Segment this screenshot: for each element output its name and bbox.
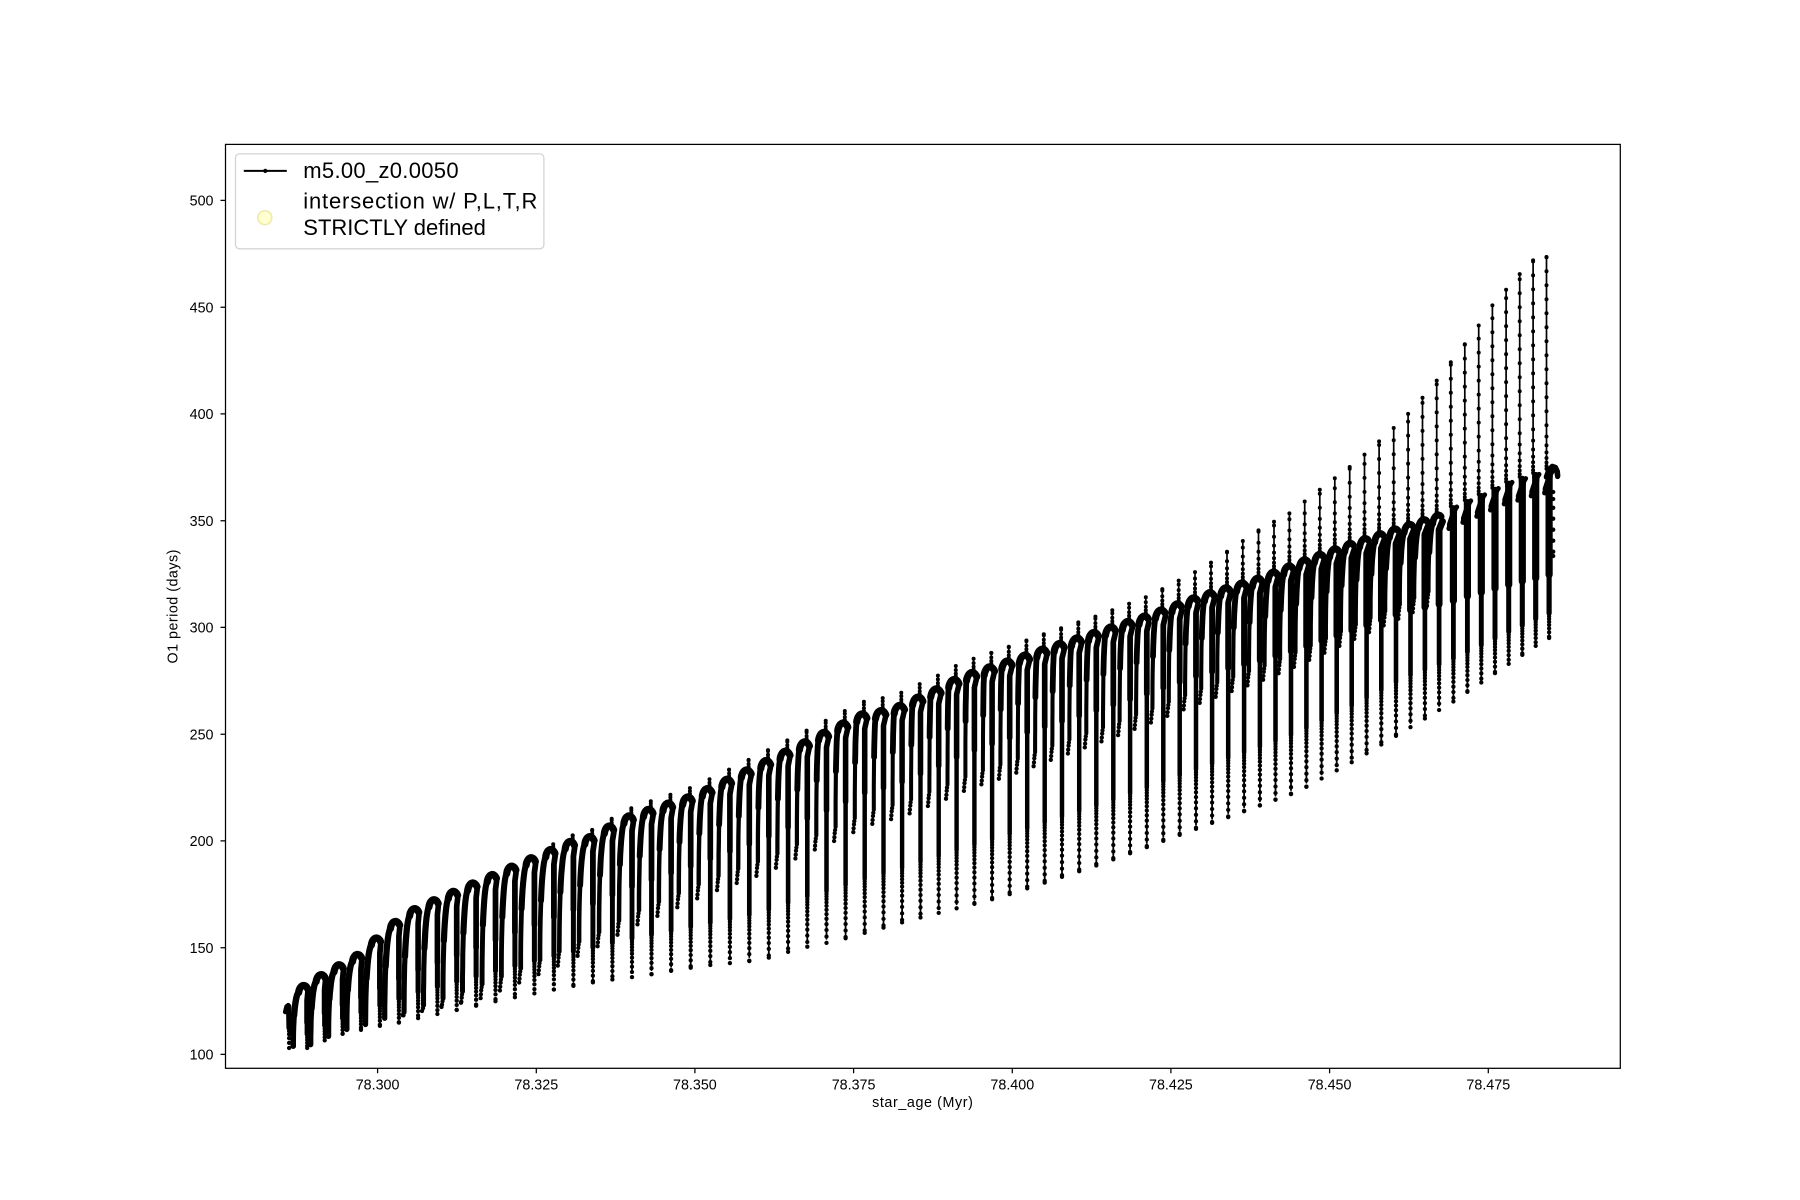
svg-text:350: 350 [190, 514, 214, 530]
svg-text:O1 period (days): O1 period (days) [166, 549, 182, 663]
svg-text:78.300: 78.300 [356, 1078, 400, 1094]
svg-text:m5.00_z0.0050: m5.00_z0.0050 [303, 158, 459, 183]
svg-text:200: 200 [190, 834, 214, 850]
svg-text:500: 500 [190, 194, 214, 210]
svg-text:78.325: 78.325 [514, 1078, 558, 1094]
svg-text:100: 100 [190, 1048, 214, 1064]
svg-text:78.475: 78.475 [1466, 1078, 1510, 1094]
svg-text:intersection w/ P,L,T,R: intersection w/ P,L,T,R [303, 189, 538, 214]
svg-text:78.350: 78.350 [673, 1078, 717, 1094]
svg-text:400: 400 [190, 407, 214, 423]
svg-text:250: 250 [190, 727, 214, 743]
svg-text:star_age (Myr): star_age (Myr) [872, 1095, 973, 1111]
svg-text:150: 150 [190, 941, 214, 957]
svg-text:300: 300 [190, 621, 214, 637]
svg-text:450: 450 [190, 300, 214, 316]
svg-text:78.375: 78.375 [832, 1078, 876, 1094]
svg-text:78.450: 78.450 [1308, 1078, 1352, 1094]
svg-text:78.400: 78.400 [990, 1078, 1034, 1094]
svg-text:78.425: 78.425 [1149, 1078, 1193, 1094]
svg-text:STRICTLY defined: STRICTLY defined [303, 215, 486, 240]
